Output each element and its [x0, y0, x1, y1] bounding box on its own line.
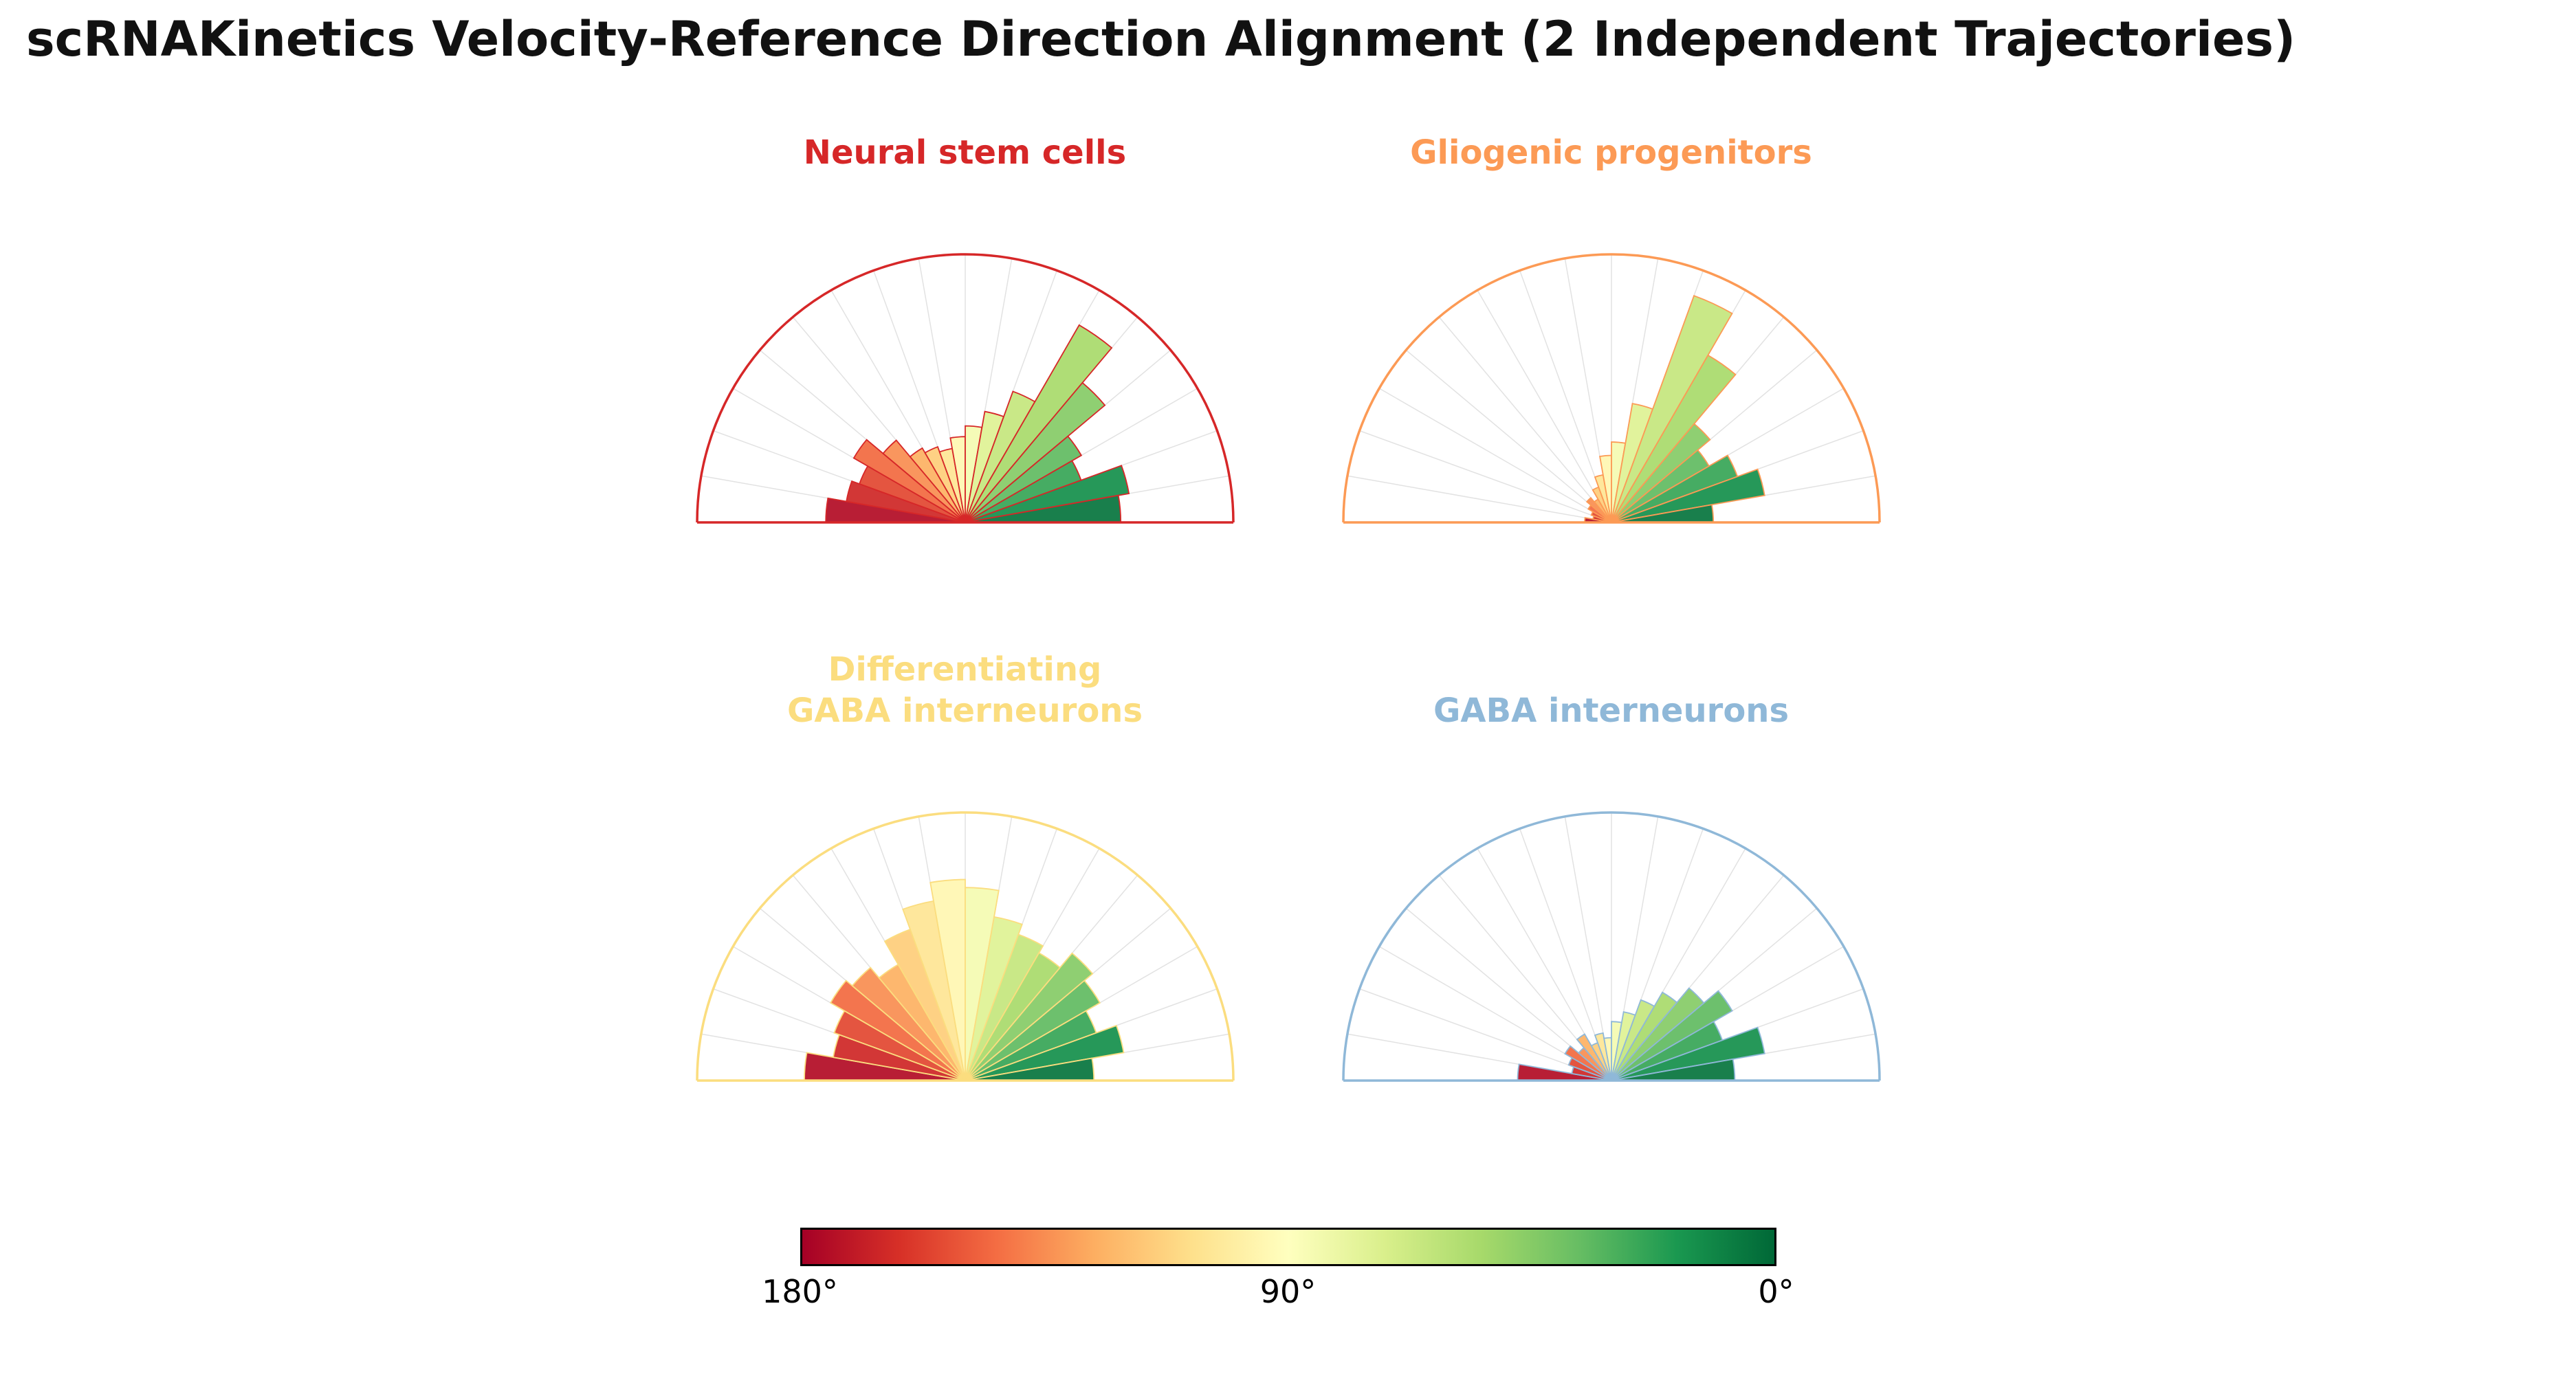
polar-histogram-gaba-interneurons: [1338, 807, 1885, 1083]
polar-histogram-differentiating-gaba-interneurons: [692, 807, 1239, 1083]
colorbar-label-90: 90°: [1259, 1273, 1317, 1310]
colorbar-label-180: 180°: [762, 1273, 838, 1310]
panel-title-gaba-interneurons: GABA interneurons: [1433, 692, 1790, 730]
colorbar-labels: 180° 90° 0°: [762, 1273, 1794, 1323]
colorbar: 180° 90° 0°: [762, 1228, 1794, 1323]
polar-histogram-neural-stem-cells: [692, 249, 1239, 525]
colorbar-gradient: [800, 1228, 1776, 1266]
panel-neural-stem-cells: Neural stem cells: [642, 70, 1288, 525]
panel-gaba-interneurons: GABA interneurons: [1288, 628, 1935, 1083]
figure-title: scRNAKinetics Velocity-Reference Directi…: [26, 11, 2296, 67]
panel-title-gliogenic-progenitors: Gliogenic progenitors: [1410, 133, 1812, 172]
panel-title-neural-stem-cells: Neural stem cells: [803, 133, 1127, 172]
panel-title-differentiating-gaba-interneurons: Differentiating GABA interneurons: [786, 650, 1143, 730]
panels-grid: Neural stem cells Gliogenic progenitors …: [0, 70, 2576, 1083]
figure: scRNAKinetics Velocity-Reference Directi…: [0, 11, 2576, 1323]
colorbar-label-0: 0°: [1758, 1273, 1794, 1310]
polar-histogram-gliogenic-progenitors: [1338, 249, 1885, 525]
panel-gliogenic-progenitors: Gliogenic progenitors: [1288, 70, 1935, 525]
panel-differentiating-gaba-interneurons: Differentiating GABA interneurons: [642, 628, 1288, 1083]
